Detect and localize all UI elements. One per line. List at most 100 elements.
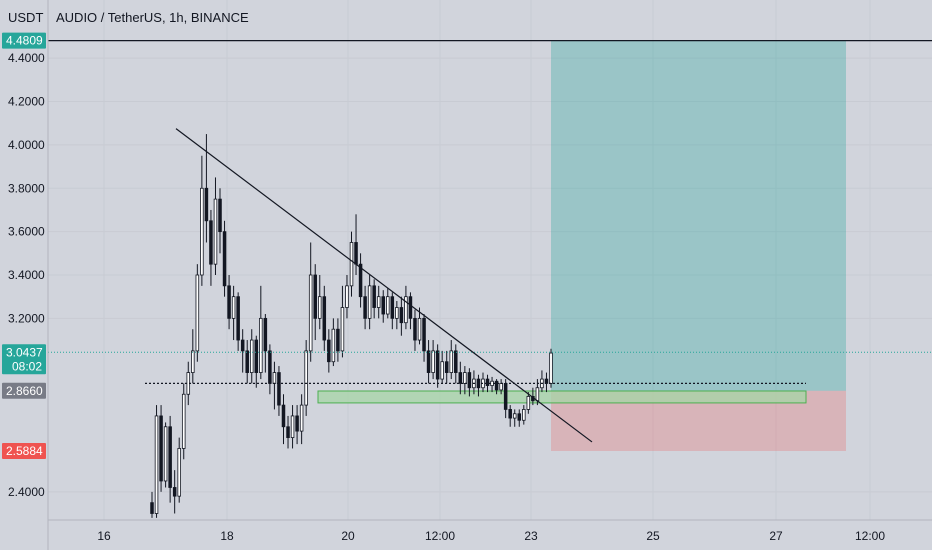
candle <box>150 491 154 518</box>
candle-body-down <box>172 487 177 497</box>
candle <box>236 292 240 351</box>
candle <box>349 231 354 297</box>
candle-body-down <box>444 361 449 373</box>
candle-body-up <box>290 415 295 439</box>
candle <box>322 285 327 351</box>
candle <box>290 405 295 449</box>
candle <box>336 318 340 362</box>
candle-body-up <box>177 448 181 497</box>
grid <box>48 0 932 520</box>
candle <box>467 368 472 397</box>
candle-body-down <box>313 274 317 319</box>
candle-body-down <box>358 263 363 298</box>
time-tick-label: 27 <box>769 529 783 543</box>
candle <box>508 405 512 427</box>
candle <box>163 422 168 488</box>
candle <box>485 374 490 393</box>
price-tick-label: 3.8000 <box>8 181 45 195</box>
candle-body-up <box>191 350 195 373</box>
candle-body-up <box>340 307 345 352</box>
candle-body-down <box>413 317 417 341</box>
candle <box>177 437 181 503</box>
candle-body-down <box>467 372 472 389</box>
candle-body-down <box>503 383 508 410</box>
candle-body-up <box>463 372 467 384</box>
candle <box>494 379 499 395</box>
price-tick-label: 4.0000 <box>8 138 45 152</box>
candle <box>422 314 426 362</box>
candle <box>308 242 313 362</box>
candle-body-up <box>395 307 399 319</box>
candle-body-up <box>522 409 526 421</box>
candle-body-down <box>240 339 245 352</box>
candle-body-up <box>512 413 517 419</box>
candle-body-up <box>499 383 503 391</box>
time-axis[interactable]: 16 18 20 12:00 23 25 27 12:00 <box>48 519 932 543</box>
candle-body-down <box>426 350 431 373</box>
candle-body-down <box>381 296 385 315</box>
candle <box>191 329 195 384</box>
candle-body-down <box>168 426 172 488</box>
candle <box>195 264 200 362</box>
candle-body-up <box>367 285 372 319</box>
candle-body-up <box>349 242 354 287</box>
candle <box>327 329 331 373</box>
candle <box>227 275 231 330</box>
symbol-title: AUDIO / TetherUS, 1h, BINANCE <box>56 10 249 25</box>
candle-body-down <box>227 285 231 319</box>
candle <box>245 340 249 384</box>
candle <box>517 409 522 427</box>
candle-body-up <box>549 352 553 384</box>
candle-body-up <box>213 198 218 265</box>
candle <box>449 340 454 380</box>
candle <box>168 415 172 503</box>
time-tick-label: 25 <box>646 529 660 543</box>
candle-body-up <box>331 328 336 363</box>
candle-body-down <box>245 350 249 373</box>
candle-body-up <box>440 361 444 380</box>
chart-header: USDT AUDIO / TetherUS, 1h, BINANCE <box>8 10 249 25</box>
candle <box>426 340 431 384</box>
candle-body-up <box>272 372 277 384</box>
candle-body-down <box>327 339 331 363</box>
candle <box>313 264 317 341</box>
price-tag-label: 4.4809 <box>6 34 43 48</box>
price-tag-label: 2.8660 <box>6 384 43 398</box>
candle-body-up <box>181 393 186 449</box>
candle-body-up <box>386 296 390 315</box>
candle <box>249 329 254 384</box>
price-tag <box>2 382 46 399</box>
candle <box>417 307 422 345</box>
candle <box>159 405 163 492</box>
candle <box>372 279 376 319</box>
candle-body-down <box>372 285 376 308</box>
candle <box>458 361 463 395</box>
candle <box>431 340 435 380</box>
candle <box>376 285 381 319</box>
candle-body-up <box>404 296 408 324</box>
candle-body-down <box>218 198 222 233</box>
drawing-overlays <box>317 40 846 451</box>
candle-body-down <box>399 307 404 324</box>
price-tick-label: 4.2000 <box>8 95 45 109</box>
candle <box>463 366 467 395</box>
price-tick-label: 3.6000 <box>8 225 45 239</box>
candle <box>154 405 159 518</box>
candle <box>381 290 385 323</box>
candle <box>367 275 372 330</box>
candle-body-down <box>295 415 299 432</box>
countdown-label: 08:02 <box>12 359 42 373</box>
candle <box>340 285 345 358</box>
candle <box>277 366 281 416</box>
price-axis[interactable]: 4.4000 4.2000 4.0000 3.8000 3.6000 3.4000 3.20… <box>2 0 49 550</box>
candle <box>399 296 404 336</box>
time-tick-label: 23 <box>524 529 538 543</box>
candle <box>222 220 227 297</box>
candle-body-up <box>376 296 381 308</box>
candle <box>331 318 336 367</box>
candle-body-up <box>431 350 435 373</box>
candle <box>444 350 449 384</box>
time-tick-label: 20 <box>341 529 355 543</box>
price-tick-label: 3.2000 <box>8 311 45 325</box>
